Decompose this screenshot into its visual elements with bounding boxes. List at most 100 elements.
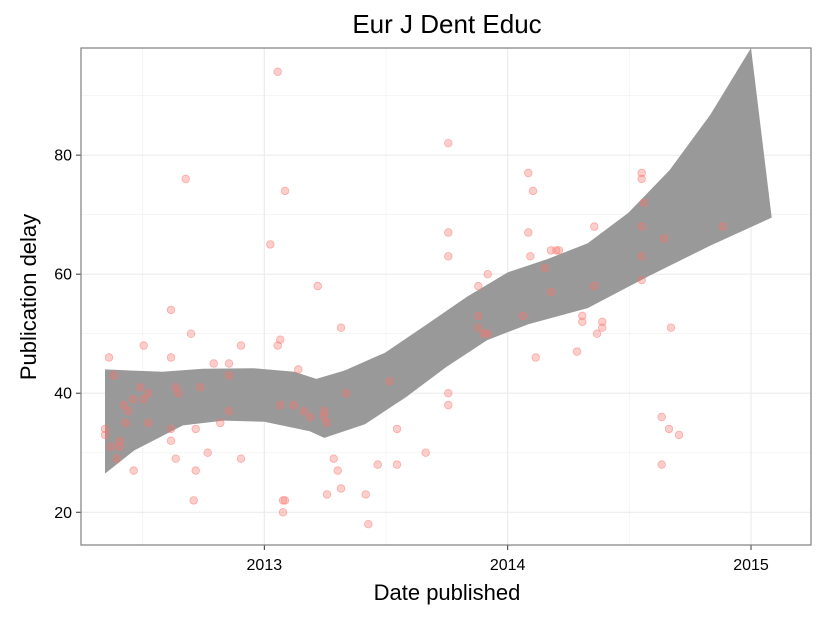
- panel-border: [80, 47, 812, 546]
- y-tick-label: 80: [54, 148, 72, 165]
- data-point: [273, 67, 282, 76]
- data-point: [444, 228, 453, 237]
- y-axis-title: Publication delay: [16, 214, 41, 380]
- data-point: [526, 252, 535, 261]
- x-axis-title: Date published: [374, 580, 521, 605]
- data-point: [373, 460, 382, 469]
- data-point: [174, 389, 183, 398]
- data-point: [294, 365, 303, 374]
- data-point: [224, 371, 234, 380]
- data-point: [524, 228, 533, 237]
- x-tick-label: 2015: [733, 557, 769, 574]
- data-point: [637, 252, 646, 261]
- data-point: [191, 466, 200, 475]
- data-point: [166, 353, 176, 362]
- data-point: [385, 377, 394, 386]
- data-point: [124, 406, 133, 416]
- data-point: [115, 436, 124, 445]
- data-point: [637, 174, 646, 184]
- data-point: [313, 281, 322, 291]
- data-point: [280, 496, 290, 505]
- smooth-confidence-band: [105, 48, 772, 474]
- x-tick-label: 2014: [490, 557, 526, 574]
- chart-title: Eur J Dent Educ: [352, 9, 541, 39]
- data-point: [322, 490, 332, 499]
- data-point: [100, 424, 110, 434]
- data-point: [592, 329, 602, 338]
- data-point: [578, 317, 587, 326]
- data-point: [392, 460, 402, 469]
- data-point: [181, 174, 190, 184]
- data-point: [280, 186, 290, 196]
- data-point: [342, 389, 351, 398]
- data-point: [474, 323, 483, 332]
- data-point: [196, 383, 205, 392]
- data-point: [104, 353, 114, 362]
- data-point: [664, 424, 674, 434]
- data-point: [590, 281, 599, 291]
- data-point: [278, 508, 288, 517]
- data-point: [289, 400, 298, 410]
- data-point: [483, 329, 492, 338]
- data-point: [718, 222, 728, 231]
- data-point: [203, 448, 212, 457]
- data-point: [444, 389, 453, 398]
- data-point: [110, 371, 119, 380]
- data-point: [598, 323, 607, 332]
- y-tick-label: 40: [54, 386, 72, 403]
- data-point: [224, 359, 234, 368]
- y-tick-label: 20: [54, 505, 72, 522]
- data-point: [483, 270, 492, 279]
- data-point: [639, 198, 648, 207]
- data-point: [674, 430, 684, 440]
- data-point: [115, 442, 124, 451]
- data-point: [392, 424, 402, 434]
- data-point: [166, 424, 176, 434]
- data-point: [637, 222, 646, 231]
- data-point: [129, 466, 138, 475]
- data-point: [554, 246, 564, 255]
- data-point: [572, 347, 582, 356]
- data-point: [336, 484, 346, 493]
- data-point: [657, 460, 666, 469]
- data-point: [144, 418, 153, 428]
- plot-panel: 20 40 60 80 2013 2014 2015: [54, 47, 812, 574]
- data-point: [139, 341, 148, 350]
- data-point: [266, 240, 275, 249]
- data-point: [236, 341, 246, 350]
- data-point: [322, 418, 332, 428]
- data-point: [474, 281, 483, 291]
- data-point: [320, 406, 329, 416]
- data-point: [299, 406, 308, 416]
- data-point: [552, 246, 561, 255]
- data-point: [144, 389, 153, 398]
- data-point: [236, 454, 246, 463]
- data-point: [421, 448, 430, 457]
- data-point: [171, 454, 180, 463]
- data-point: [528, 186, 538, 196]
- data-point: [136, 383, 145, 392]
- data-point: [128, 395, 138, 404]
- data-point: [540, 264, 550, 273]
- data-point: [637, 168, 646, 178]
- data-point: [306, 412, 315, 422]
- data-point: [224, 406, 234, 416]
- data-point: [524, 168, 533, 178]
- data-point: [474, 311, 483, 320]
- data-point: [666, 323, 676, 332]
- data-point: [166, 305, 176, 315]
- data-point: [278, 496, 288, 505]
- data-point: [637, 275, 646, 285]
- data-point: [336, 323, 346, 332]
- data-point: [276, 400, 285, 410]
- x-tick-label: 2013: [247, 557, 283, 574]
- data-point: [444, 252, 453, 261]
- data-point: [590, 222, 599, 231]
- data-point: [546, 287, 556, 297]
- data-point: [189, 496, 198, 505]
- data-point: [112, 454, 122, 463]
- data-point: [444, 138, 453, 148]
- data-point: [106, 442, 116, 451]
- data-point: [276, 335, 285, 344]
- data-point: [657, 412, 666, 422]
